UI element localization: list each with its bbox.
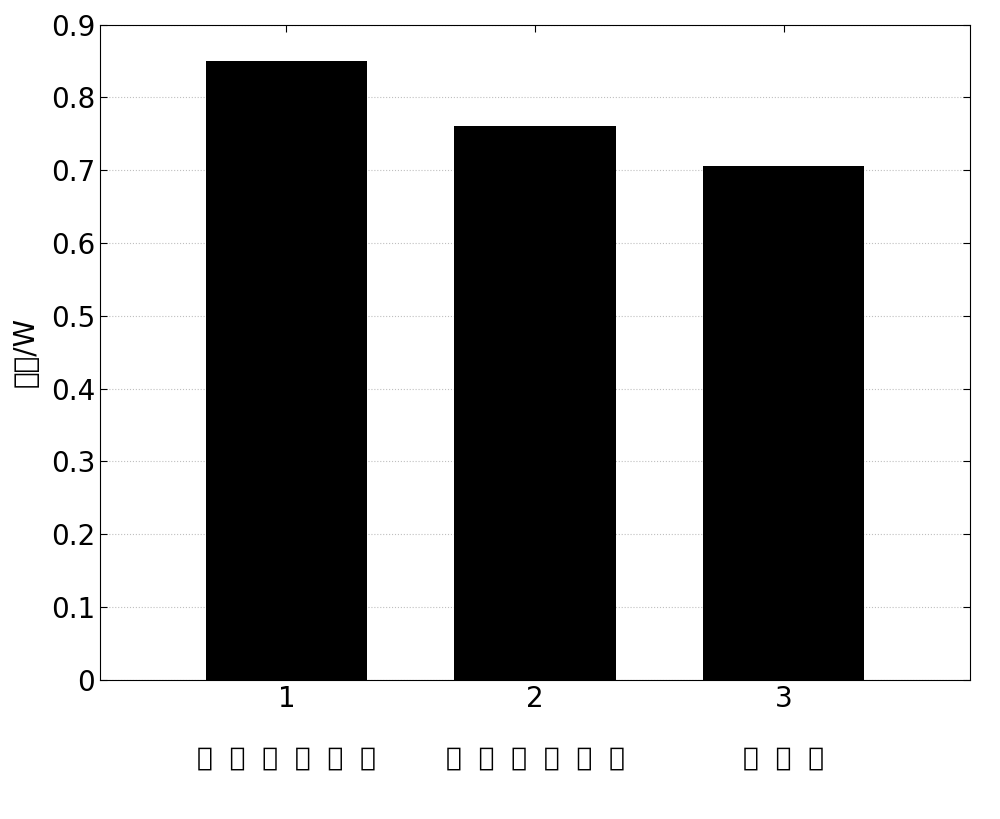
Text: 最  小  能  量  路  由: 最 小 能 量 路 由	[446, 745, 624, 771]
Text: 最  小  跳  数  路  由: 最 小 跳 数 路 由	[197, 745, 376, 771]
Bar	[703, 165, 864, 680]
Bar	[454, 126, 616, 680]
Text: 新  路  由: 新 路 由	[743, 745, 824, 771]
Bar	[206, 61, 367, 680]
Y-axis label: 功率/W: 功率/W	[12, 317, 40, 387]
